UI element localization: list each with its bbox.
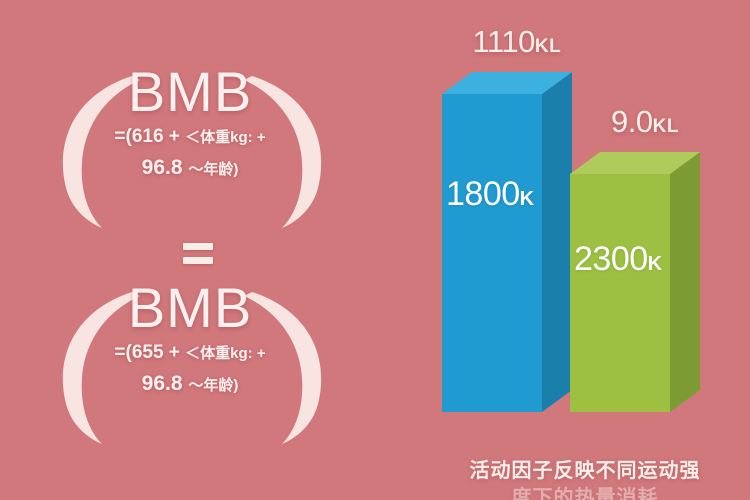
formula-bottom-line2-tail: 〜年龄) (188, 377, 239, 394)
green-bar-cap-unit: KL (652, 116, 679, 137)
blue-bar-unit: K (519, 188, 534, 210)
formula-bottom-title: BMB (127, 276, 253, 339)
formula-top-line1: =(616 + ＜体重kg: + (40, 122, 340, 153)
formula-bottom-line2-head: 96.8 (141, 372, 183, 395)
equals-bar-upper (183, 243, 213, 250)
formula-top-title: BMB (127, 60, 253, 123)
formula-bottom-line2: 96.8 〜年龄) (40, 369, 340, 401)
formula-top-line2-head: 96.8 (141, 156, 183, 179)
green-bar-side-face (670, 152, 700, 412)
blue-bar-front-face (442, 94, 542, 412)
green-bar-cap-value: 9.0 (611, 104, 653, 139)
blue-bar-value: 1800 (446, 175, 520, 213)
green-bar[interactable] (570, 152, 700, 417)
blue-bar-side-face (542, 72, 572, 412)
green-bar-cap-label: 9.0KL (611, 104, 679, 140)
formula-block-top: BMB =(616 + ＜体重kg: + 96.8 〜年龄) (40, 62, 340, 228)
equals-operator (183, 243, 217, 269)
blue-bar[interactable] (442, 72, 572, 417)
formula-top-line2: 96.8 〜年龄) (40, 153, 340, 185)
formula-bottom-line1: =(655 + ＜体重kg: + (40, 338, 340, 369)
equals-bar-lower (183, 257, 213, 264)
green-bar-value-label: 2300K (574, 240, 662, 279)
blue-bar-cap-label: 1110KL (473, 24, 562, 60)
green-bar-value: 2300 (574, 240, 648, 278)
formula-top-line1-tail: ＜体重kg: + (185, 129, 266, 146)
green-bar-front-face (570, 174, 670, 412)
blue-bar-top-face (442, 72, 572, 94)
formula-top-line2-tail: 〜年龄) (188, 161, 239, 178)
formula-bottom-line1-tail: ＜体重kg: + (185, 345, 266, 362)
chart-caption: 活动因子反映不同运动强 度下的热量消耗 (420, 458, 750, 500)
formula-bottom-content: BMB =(655 + ＜体重kg: + 96.8 〜年龄) (40, 278, 340, 401)
blue-bar-cap-value: 1110 (472, 24, 536, 59)
blue-bar-cap-unit: KL (534, 36, 562, 57)
formula-bottom-line1-head: =(655 + (114, 342, 180, 363)
green-bar-unit: K (647, 253, 662, 275)
formula-top-content: BMB =(616 + ＜体重kg: + 96.8 〜年龄) (40, 62, 340, 185)
chart-caption-line2: 度下的热量消耗 (511, 487, 659, 500)
blue-bar-value-label: 1800K (446, 175, 534, 214)
green-bar-top-face (570, 152, 700, 174)
formula-panel: BMB =(616 + ＜体重kg: + 96.8 〜年龄) (40, 62, 340, 444)
chart-caption-line1: 活动因子反映不同运动强 (469, 460, 701, 482)
formula-top-line1-head: =(616 + (114, 126, 180, 147)
formula-block-bottom: BMB =(655 + ＜体重kg: + 96.8 〜年龄) (40, 278, 340, 444)
bar-chart: 1110KL 9.0KL 1800K 2300K (420, 0, 750, 500)
